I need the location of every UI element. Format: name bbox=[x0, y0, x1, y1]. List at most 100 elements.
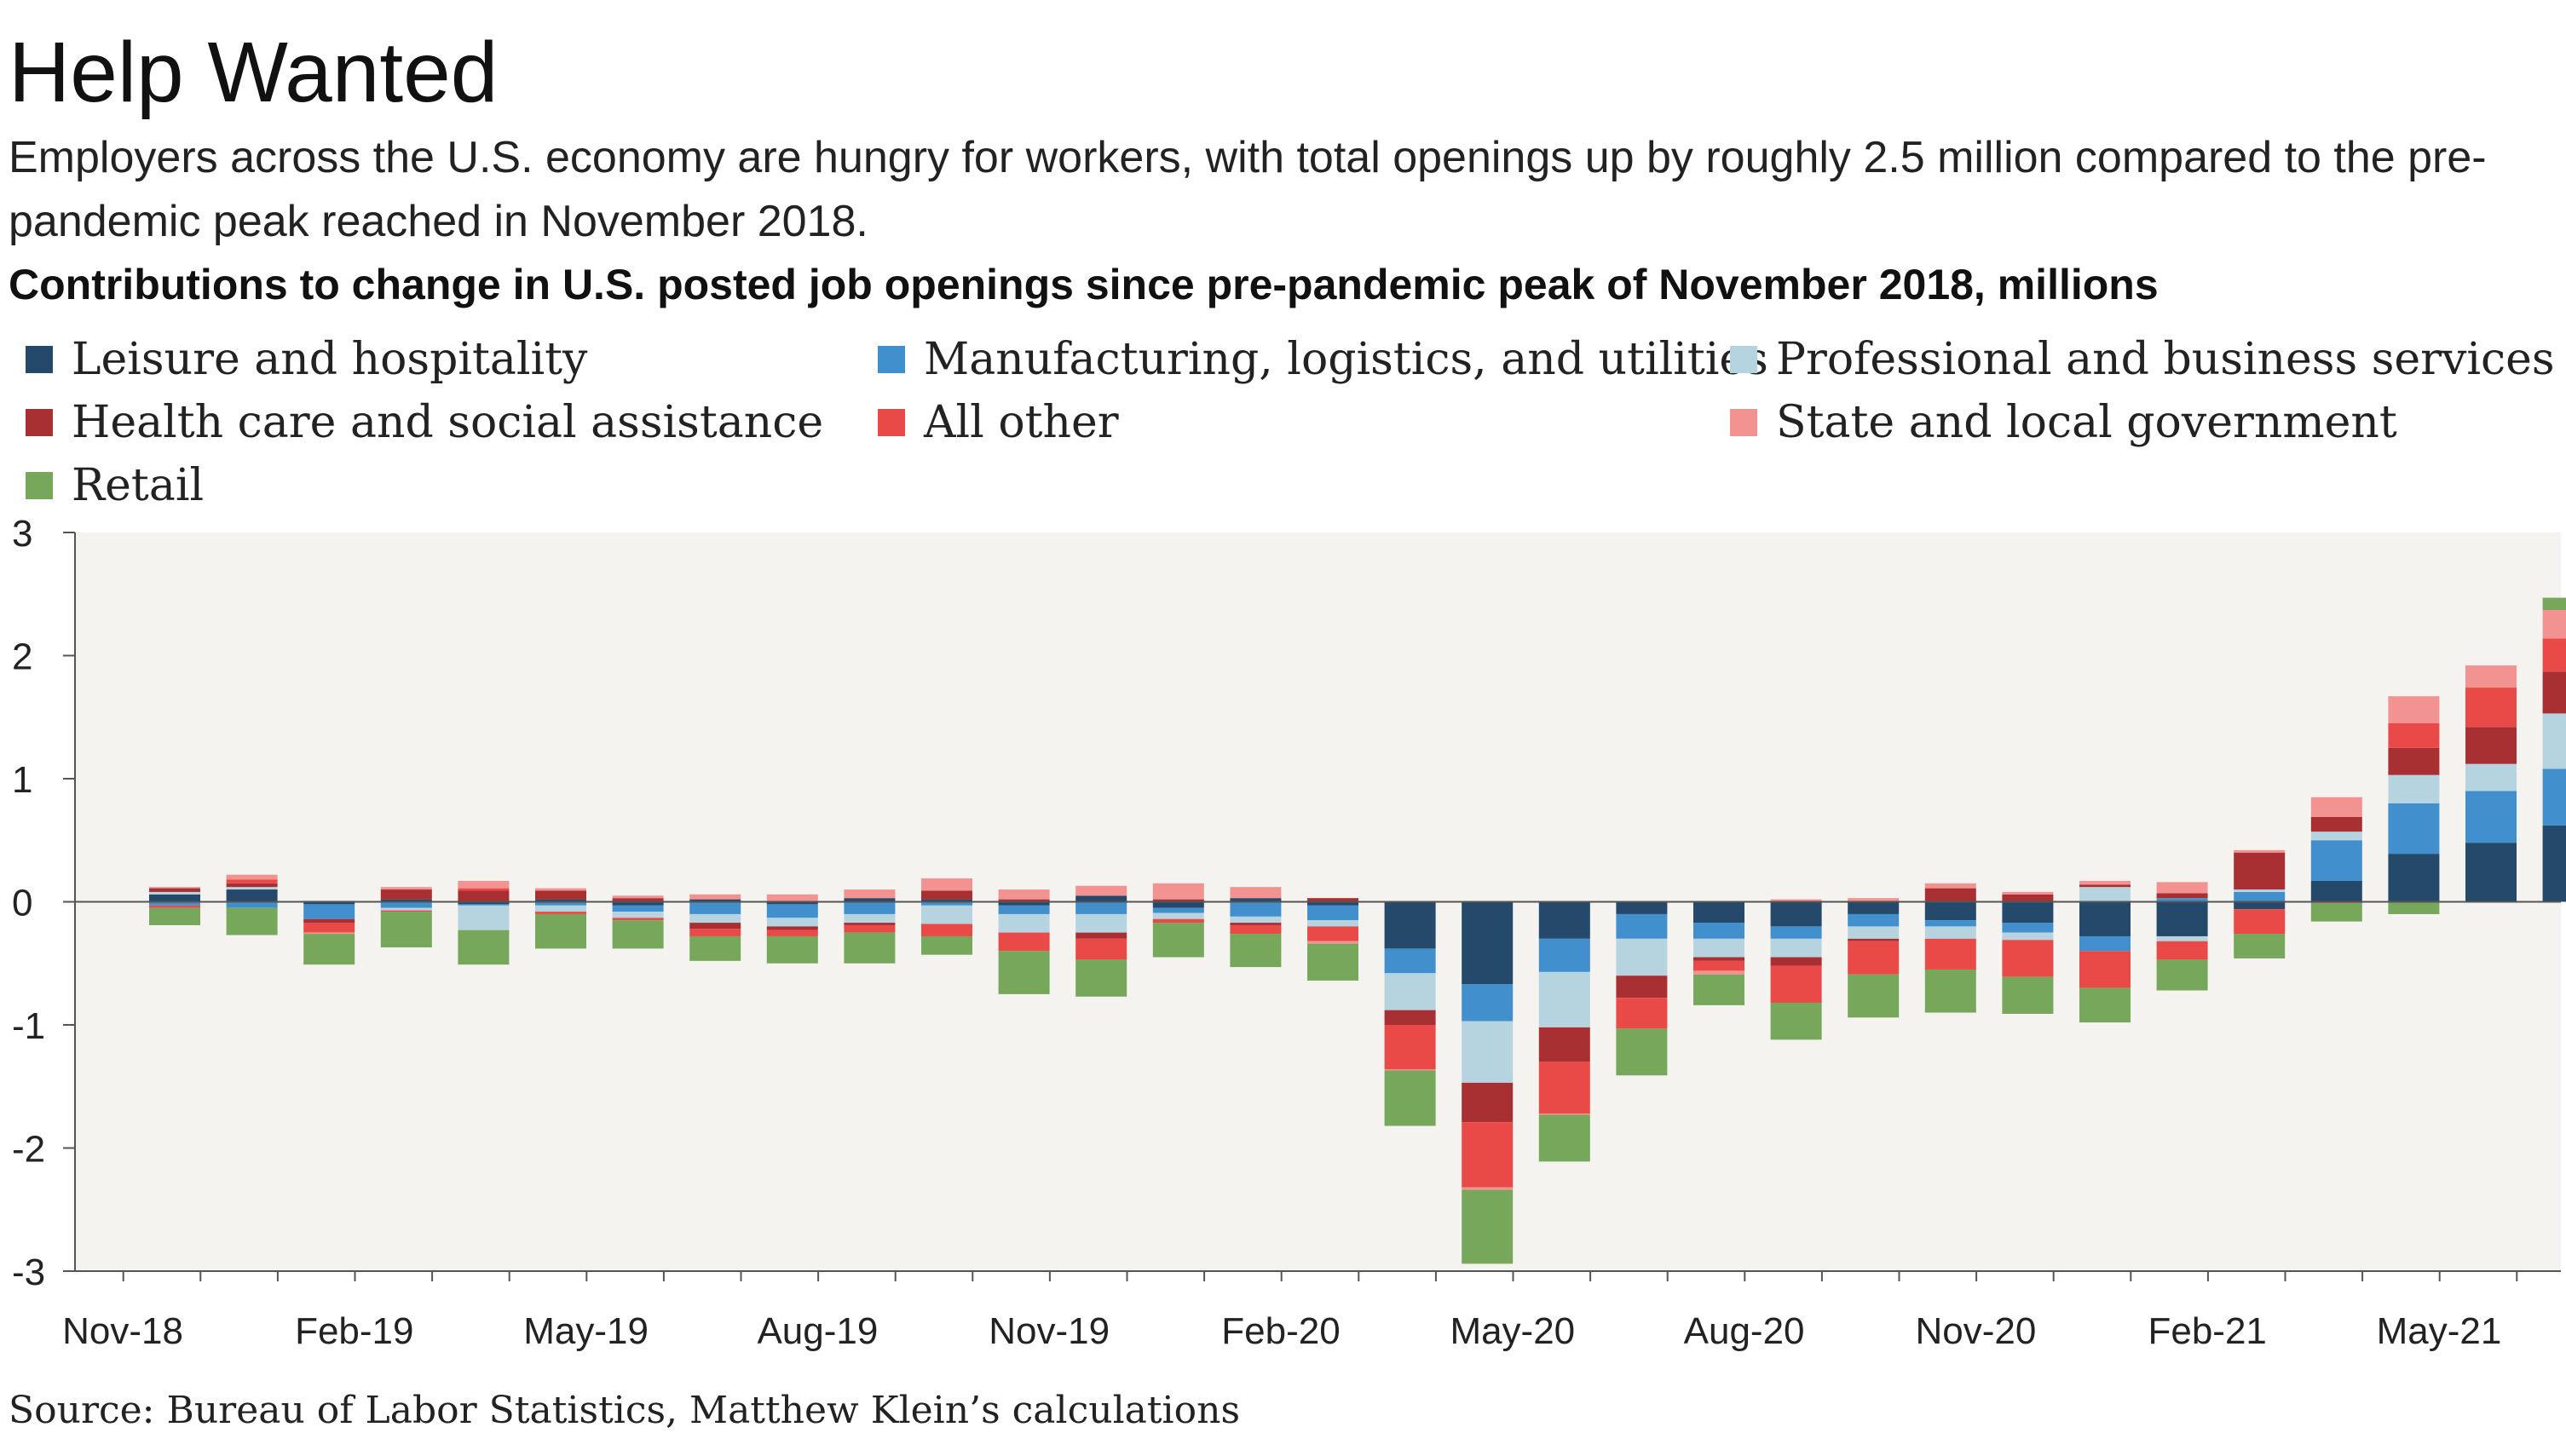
bar-segment bbox=[1770, 1002, 1822, 1040]
bar-segment bbox=[1848, 941, 1900, 975]
bar-segment bbox=[2234, 891, 2286, 902]
bar-segment bbox=[2465, 727, 2517, 764]
bar-segment bbox=[303, 901, 355, 905]
bar-segment bbox=[1152, 883, 1204, 900]
bar-segment bbox=[303, 904, 355, 919]
legend-item-professional: Professional and business services bbox=[1730, 334, 2555, 385]
bar-segment bbox=[844, 923, 896, 925]
bar-segment bbox=[226, 889, 278, 902]
bar-segment bbox=[766, 929, 818, 936]
bar-segment bbox=[2002, 976, 2054, 1014]
bar-segment bbox=[2542, 638, 2566, 672]
bar-segment bbox=[1384, 948, 1436, 974]
bar-segment bbox=[303, 934, 355, 965]
bar-segment bbox=[612, 920, 664, 949]
bar-segment bbox=[1075, 895, 1127, 902]
bar-segment bbox=[149, 907, 200, 925]
bar-segment bbox=[1230, 887, 1282, 899]
bar-segment bbox=[226, 874, 278, 880]
bar-segment bbox=[1770, 901, 1822, 927]
bar-segment bbox=[921, 935, 972, 955]
bar-segment bbox=[1230, 924, 1282, 935]
x-tick-label: Feb-20 bbox=[1221, 1310, 1340, 1352]
bar-segment bbox=[1538, 1062, 1590, 1114]
bar-segment bbox=[1770, 957, 1822, 966]
bar-segment bbox=[1384, 973, 1436, 1010]
bar-segment bbox=[921, 890, 972, 900]
bar-segment bbox=[2234, 901, 2286, 910]
bar-segment bbox=[2388, 696, 2440, 723]
bar-segment bbox=[844, 901, 896, 914]
bar-segment bbox=[458, 929, 510, 965]
bar-segment bbox=[303, 923, 355, 933]
bar-segment bbox=[1924, 920, 1976, 927]
bar-segment bbox=[2156, 882, 2208, 894]
bar-segment bbox=[2002, 932, 2054, 941]
bar-segment bbox=[1307, 901, 1358, 906]
bar-segment bbox=[226, 883, 278, 888]
bar-segment bbox=[535, 890, 586, 900]
bar-segment bbox=[149, 901, 200, 906]
bar-segment bbox=[1230, 898, 1282, 902]
bar-segment bbox=[2310, 816, 2362, 832]
legend-label: All other bbox=[924, 397, 1119, 448]
bar-segment bbox=[2310, 840, 2362, 881]
bar-segment bbox=[2156, 898, 2208, 902]
x-tick-label: Nov-18 bbox=[62, 1310, 183, 1352]
bar-segment bbox=[380, 907, 432, 911]
x-tick-label: May-19 bbox=[523, 1310, 649, 1352]
bar-segment bbox=[2002, 891, 2054, 895]
bar-segment bbox=[2388, 722, 2440, 748]
bar-segment bbox=[149, 891, 200, 895]
bar-segment bbox=[1075, 959, 1127, 997]
bar-segment bbox=[1152, 912, 1204, 919]
bar-segment bbox=[2234, 889, 2286, 892]
bar-segment bbox=[998, 951, 1050, 994]
bar-segment bbox=[1307, 941, 1358, 944]
legend-item-retail: Retail bbox=[26, 460, 204, 511]
bar-segment bbox=[1152, 907, 1204, 913]
bar-segment bbox=[998, 913, 1050, 933]
legend-swatch bbox=[26, 472, 53, 499]
legend-swatch bbox=[26, 346, 53, 373]
bar-segment bbox=[1693, 938, 1744, 958]
x-tick-label: Feb-21 bbox=[2148, 1310, 2266, 1352]
legend-swatch bbox=[1730, 409, 1757, 436]
bar-segment bbox=[2234, 852, 2286, 890]
bar-segment bbox=[998, 901, 1050, 906]
bar-segment bbox=[766, 926, 818, 930]
bar-segment bbox=[1924, 938, 1976, 970]
bar-segment bbox=[535, 905, 586, 912]
bar-segment bbox=[998, 905, 1050, 914]
bar-segment bbox=[1462, 1189, 1514, 1264]
bar-segment bbox=[2234, 909, 2286, 935]
bar-segment bbox=[2465, 665, 2517, 688]
bar-segment bbox=[226, 879, 278, 883]
bar-segment bbox=[2388, 901, 2440, 914]
bar-segment bbox=[1230, 916, 1282, 924]
bar-segment bbox=[1075, 938, 1127, 960]
bar-segment bbox=[1616, 938, 1668, 976]
x-tick-label: Aug-19 bbox=[757, 1310, 878, 1352]
legend-item-health: Health care and social assistance bbox=[26, 397, 823, 448]
bar-segment bbox=[535, 899, 586, 902]
bar-segment bbox=[2310, 880, 2362, 902]
bar-segment bbox=[2156, 959, 2208, 991]
bar-segment bbox=[2079, 987, 2131, 1023]
bar-segment bbox=[535, 912, 586, 914]
bar-segment bbox=[1075, 901, 1127, 914]
legend-label: State and local government bbox=[1776, 397, 2397, 448]
bar-segment bbox=[1230, 934, 1282, 968]
bar-segment bbox=[1848, 898, 1900, 902]
bar-segment bbox=[2388, 747, 2440, 775]
bar-segment bbox=[844, 932, 896, 964]
bar-segment bbox=[689, 894, 741, 900]
bar-segment bbox=[2079, 935, 2131, 952]
y-tick-label: -2 bbox=[12, 1129, 45, 1171]
bar-segment bbox=[1384, 1025, 1436, 1070]
bar-segment bbox=[689, 923, 741, 929]
bar-segment bbox=[1616, 913, 1668, 939]
bar-segment bbox=[226, 901, 278, 908]
bar-segment bbox=[2542, 825, 2566, 902]
bar-segment bbox=[1770, 899, 1822, 902]
